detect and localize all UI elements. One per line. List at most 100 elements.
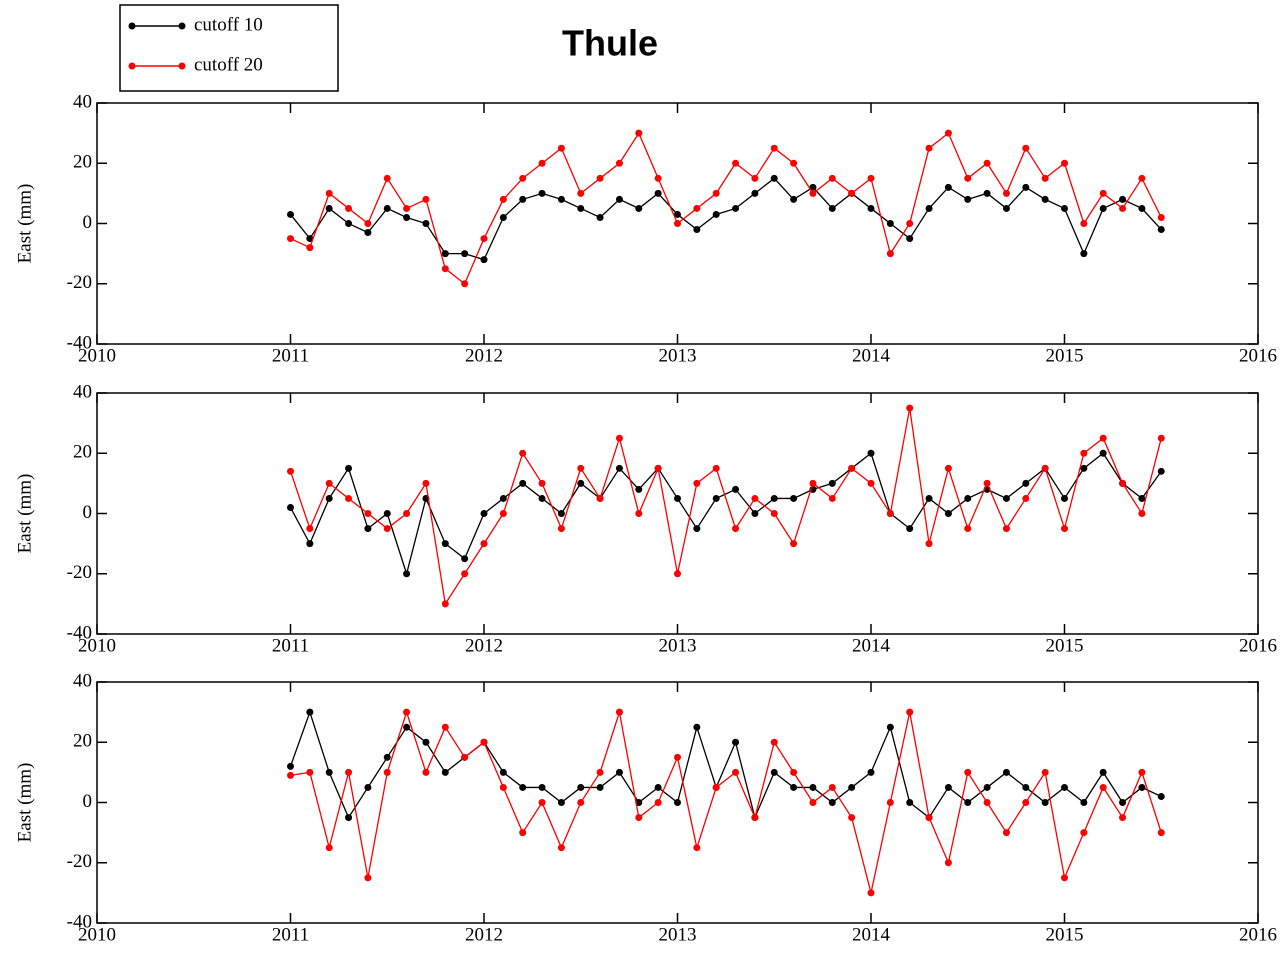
- data-point: [422, 768, 430, 776]
- data-point: [1138, 174, 1146, 182]
- data-point: [848, 189, 856, 197]
- data-point: [577, 189, 585, 197]
- data-point: [577, 799, 585, 806]
- data-point: [906, 404, 914, 412]
- data-point: [770, 738, 778, 746]
- y-tick-label: -40: [67, 622, 92, 643]
- data-point: [306, 768, 314, 776]
- x-tick-label: 2011: [272, 345, 309, 366]
- data-point: [770, 768, 778, 776]
- data-point: [364, 783, 372, 791]
- data-point: [1157, 792, 1165, 800]
- data-point: [751, 814, 759, 822]
- y-axis-label: East (mm): [14, 474, 35, 554]
- data-point: [828, 204, 836, 212]
- y-tick-label: 0: [83, 502, 93, 523]
- data-point: [1138, 204, 1146, 212]
- data-point: [519, 783, 527, 791]
- data-point: [1041, 174, 1049, 182]
- data-point: [615, 768, 623, 776]
- data-point: [499, 213, 507, 221]
- data-point: [1099, 449, 1107, 457]
- data-point: [886, 220, 894, 227]
- data-point: [441, 250, 449, 258]
- data-point: [867, 449, 875, 457]
- y-tick-label: -40: [67, 911, 92, 932]
- data-point: [925, 494, 933, 502]
- data-point: [1099, 434, 1107, 442]
- data-point: [751, 174, 759, 182]
- data-point: [848, 814, 856, 822]
- data-point: [1041, 464, 1049, 472]
- legend-marker: [128, 62, 136, 70]
- data-point: [480, 510, 488, 517]
- data-point: [964, 525, 972, 533]
- data-point: [809, 189, 817, 197]
- data-point: [1002, 829, 1010, 837]
- legend-box: [119, 4, 339, 92]
- data-point: [461, 570, 469, 578]
- data-point: [654, 783, 662, 791]
- data-point: [983, 479, 991, 487]
- series-line: [290, 709, 1162, 894]
- data-point: [906, 799, 914, 806]
- data-point: [577, 479, 585, 487]
- data-point: [1061, 159, 1068, 167]
- legend-label: cutoff 10: [194, 14, 263, 35]
- data-point: [422, 195, 430, 203]
- data-point: [944, 783, 952, 791]
- data-point: [287, 210, 294, 218]
- data-point: [1061, 874, 1068, 882]
- data-point: [828, 494, 836, 502]
- y-tick-label: -20: [67, 272, 92, 293]
- data-point: [1119, 479, 1127, 487]
- data-point: [383, 753, 391, 761]
- data-point: [615, 434, 623, 442]
- data-point: [1041, 768, 1049, 776]
- data-point: [1080, 829, 1088, 837]
- data-point: [886, 723, 894, 731]
- data-point: [306, 540, 314, 548]
- x-tick-label: 2014: [852, 345, 891, 366]
- x-tick-label: 2010: [78, 924, 116, 945]
- data-point: [1041, 799, 1049, 806]
- data-point: [848, 783, 856, 791]
- data-point: [886, 250, 894, 258]
- data-point: [461, 280, 469, 288]
- data-point: [538, 189, 546, 197]
- data-point: [1119, 814, 1127, 822]
- data-point: [1099, 204, 1107, 212]
- data-point: [732, 525, 740, 533]
- data-point: [461, 753, 469, 761]
- data-point: [1138, 510, 1146, 517]
- data-point: [809, 783, 817, 791]
- data-point: [499, 510, 507, 517]
- data-point: [422, 738, 430, 746]
- data-point: [906, 525, 914, 533]
- data-point: [674, 799, 681, 806]
- data-point: [1002, 204, 1010, 212]
- y-tick-label: 20: [73, 731, 92, 752]
- legend-marker: [178, 22, 186, 30]
- data-point: [944, 510, 952, 517]
- data-point: [287, 467, 294, 475]
- data-point: [364, 525, 372, 533]
- data-point: [596, 783, 604, 791]
- data-point: [674, 210, 681, 218]
- legend-marker: [178, 62, 186, 70]
- data-point: [325, 189, 333, 197]
- data-point: [906, 708, 914, 716]
- data-point: [403, 723, 411, 731]
- data-point: [1080, 449, 1088, 457]
- data-point: [925, 814, 933, 822]
- data-point: [519, 479, 527, 487]
- data-point: [383, 204, 391, 212]
- data-point: [1099, 189, 1107, 197]
- data-point: [1080, 220, 1088, 227]
- data-point: [693, 844, 701, 852]
- data-point: [944, 129, 952, 137]
- data-point: [732, 768, 740, 776]
- data-point: [306, 244, 314, 252]
- data-point: [1099, 783, 1107, 791]
- data-point: [867, 768, 875, 776]
